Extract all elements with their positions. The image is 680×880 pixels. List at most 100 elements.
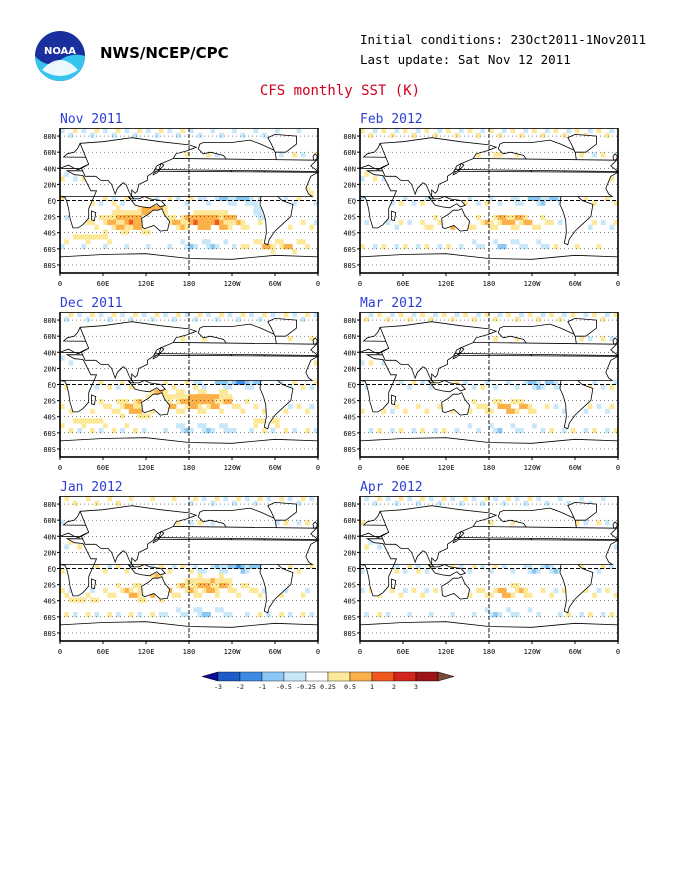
lat-label: EQ [48,566,56,574]
lon-label: 180 [183,280,196,288]
lat-label: 60N [43,333,56,341]
lat-label: 40S [343,598,356,606]
coastlines [59,317,320,458]
coast-indonesia [427,380,467,393]
lon-label: 120E [138,464,155,472]
colorbar-swatch [283,671,307,682]
lat-label: 60S [343,614,356,622]
lon-label: 60W [569,464,582,472]
lon-label: 0 [58,280,62,288]
coast-africa [59,354,320,413]
lat-label: 80N [43,317,56,325]
lon-label: 180 [483,280,496,288]
coast-madagascar [391,210,397,222]
lon-label: 60E [97,280,110,288]
sst-map-panel: 80N 60N 40N 20N EQ 20S 40S 60S 80S 0 60E 120E 180 120… [343,128,620,288]
lat-label: 80N [43,501,56,509]
coast-madagascar [391,394,397,406]
coast-madagascar [91,578,97,590]
sst-map-panel: 80N 60N 40N 20N EQ 20S 40S 60S 80S 0 60E 120E 180 120… [43,496,320,656]
noaa-logo-icon: NOAA [35,31,85,81]
lon-label: 60E [397,648,410,656]
lon-label: 120W [524,464,542,472]
coast-japan [152,530,165,544]
colorbar-label: 1 [370,683,374,691]
lon-label: 120E [438,280,455,288]
map-grid [60,312,318,457]
lon-label: 180 [483,648,496,656]
lon-label: 120W [224,648,242,656]
lon-label: 180 [183,464,196,472]
coast-asia [379,505,498,568]
coast-africa [59,170,320,229]
coast-greenland [567,133,597,153]
lat-label: 60N [43,149,56,157]
lon-label: 60W [269,280,282,288]
coast-asia [379,137,498,200]
colorbar-swatch [415,671,439,682]
lat-label: 20S [43,398,56,406]
panel-title: Dec 2011 [60,296,123,311]
coast-africa [359,538,620,597]
colorbar-label: 0.5 [344,683,356,691]
coast-japan [452,162,465,176]
lat-label: 40N [43,533,56,541]
coastlines [59,133,320,274]
lat-label: 80S [343,446,356,454]
lon-label: 60E [397,280,410,288]
coast-indonesia [127,380,167,393]
lat-label: 80N [43,133,56,141]
map-grid [60,128,318,273]
lat-label: EQ [48,198,56,206]
lat-label: 40S [343,414,356,422]
colorbar-label: -0.5 [276,683,292,691]
colorbar-label: -0.25 [296,683,316,691]
lat-label: 80S [343,262,356,270]
coast-south-america [559,559,594,614]
coast-madagascar [91,210,97,222]
coast-greenland [567,501,597,521]
panel-title: Apr 2012 [360,480,423,495]
lat-label: 40N [43,165,56,173]
lat-label: 80N [343,501,356,509]
coast-indonesia [427,564,467,577]
coast-greenland [567,317,597,337]
coast-greenland [267,133,297,153]
colorbar-swatch [393,671,417,682]
coast-britain [612,153,618,161]
lon-label: 180 [483,464,496,472]
map-grid [360,312,618,457]
coast-japan [452,530,465,544]
lon-label: 0 [358,464,362,472]
coast-japan [152,162,165,176]
lat-label: 20N [43,549,56,557]
lon-label: 120E [138,648,155,656]
lat-label: 60S [343,430,356,438]
lon-label: 0 [316,648,320,656]
lat-label: 20S [43,582,56,590]
lat-label: 60S [43,614,56,622]
colorbar-label: -1 [258,683,266,691]
lat-label: 20S [343,214,356,222]
colorbar-upper-arrow [437,671,455,682]
lat-label: 80S [43,262,56,270]
colorbar-swatch [239,671,263,682]
coast-south-america [559,191,594,246]
coast-asia [379,321,498,384]
lon-label: 0 [358,280,362,288]
lon-label: 0 [58,648,62,656]
lon-label: 120W [524,280,542,288]
lat-label: 20N [343,181,356,189]
lat-label: 60N [343,149,356,157]
map-grid [360,496,618,641]
lon-label: 120E [138,280,155,288]
sst-field [360,312,619,434]
lat-label: 20S [343,582,356,590]
lon-label: 0 [616,280,620,288]
lat-label: 40S [343,230,356,238]
coast-australia [441,208,471,232]
last-update: Last update: Sat Nov 12 2011 [360,52,571,67]
coast-britain [612,521,618,529]
lat-label: 80N [343,317,356,325]
sst-map-panel: 80N 60N 40N 20N EQ 20S 40S 60S 80S 0 60E 120E 180 120… [343,312,620,472]
